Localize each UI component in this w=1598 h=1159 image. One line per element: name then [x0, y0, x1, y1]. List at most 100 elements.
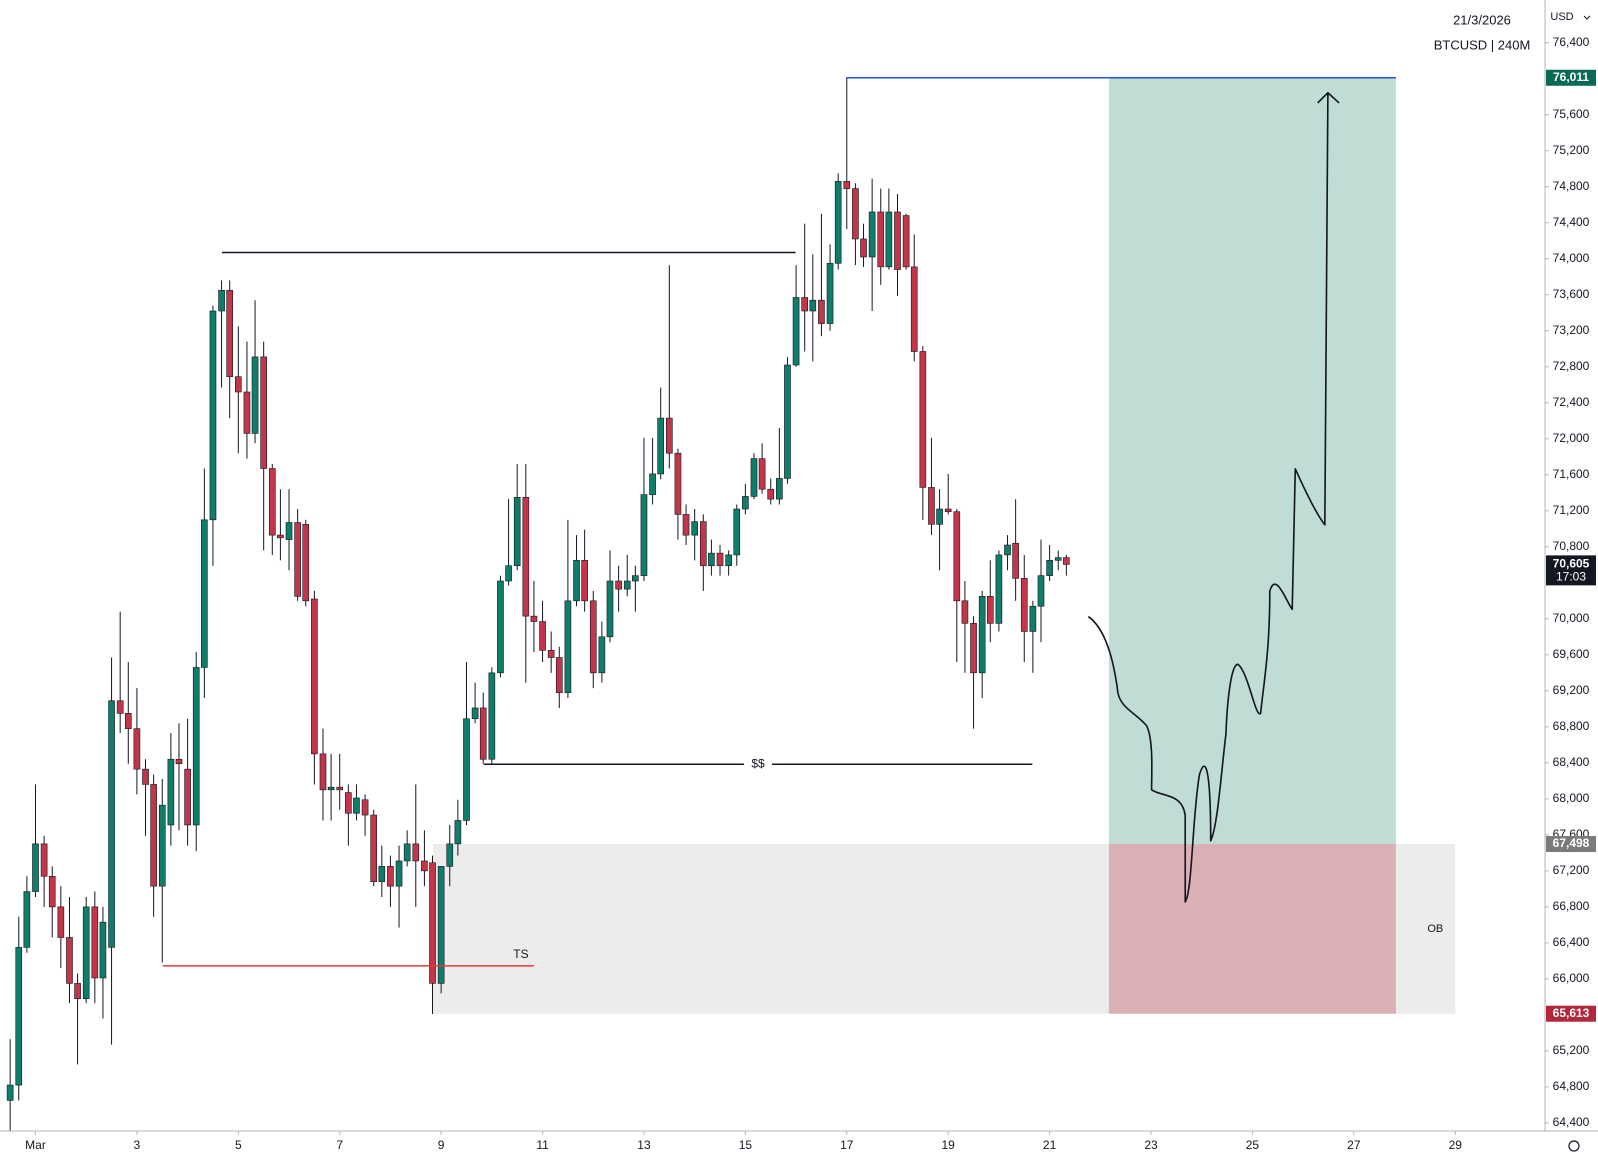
countdown-label: 17:03 — [1556, 570, 1586, 584]
candle-body — [691, 521, 698, 536]
candle-body — [682, 514, 690, 536]
date-label: 21/3/2026 — [1453, 12, 1511, 27]
y-tick-label: 74,800 — [1553, 179, 1590, 193]
currency-button[interactable]: USD — [1550, 11, 1573, 23]
candle-body — [1037, 575, 1045, 607]
candle-body — [978, 596, 986, 674]
candle-body — [834, 181, 842, 264]
zone-label: OB — [1427, 923, 1443, 935]
candle-body — [209, 310, 217, 521]
x-tick-label: 5 — [235, 1138, 242, 1152]
candle-body — [564, 600, 572, 693]
candle-body — [268, 468, 276, 536]
candle-body — [234, 376, 242, 393]
y-tick-label: 72,400 — [1553, 395, 1590, 409]
candle-body — [378, 866, 386, 882]
candle-body — [615, 580, 622, 590]
price-tag-label: 76,011 — [1553, 70, 1589, 84]
candle-body — [251, 356, 259, 434]
candle-body — [345, 792, 352, 814]
settings-icon[interactable] — [1568, 1140, 1580, 1152]
x-tick-label: 21 — [1043, 1138, 1057, 1152]
candle-body — [319, 753, 327, 791]
candle-body — [513, 497, 521, 567]
candle-body — [640, 494, 648, 576]
x-tick-label: 3 — [134, 1138, 141, 1152]
candle-body — [66, 937, 73, 984]
candle-body — [184, 768, 191, 826]
y-tick-label: 68,800 — [1553, 719, 1590, 733]
candle-body — [868, 211, 876, 258]
candle-body — [919, 351, 927, 488]
candle-body — [733, 508, 741, 556]
y-tick-label: 70,000 — [1553, 611, 1590, 625]
candle-body — [716, 552, 724, 567]
candle-body — [944, 508, 952, 513]
candle-body — [581, 560, 588, 602]
candle-body — [99, 921, 107, 979]
candle-body — [446, 843, 454, 867]
x-tick-label: Mar — [25, 1138, 46, 1152]
candle-body — [133, 728, 141, 770]
level-label: $$ — [751, 756, 765, 770]
candle-body — [167, 758, 175, 826]
candle-body — [598, 636, 606, 674]
y-tick-label: 64,400 — [1553, 1115, 1590, 1129]
candle-body — [108, 700, 115, 948]
candle-body — [910, 266, 918, 352]
candle-body — [928, 487, 935, 525]
candle-body — [547, 650, 555, 658]
candle-body — [437, 866, 445, 984]
candle-body — [403, 843, 411, 862]
y-tick-label: 73,200 — [1553, 323, 1590, 337]
candle-body — [150, 784, 157, 887]
y-tick-label: 69,200 — [1553, 683, 1590, 697]
candle-body — [623, 580, 631, 590]
price-tag — [1546, 1005, 1596, 1022]
candle-body — [124, 713, 132, 729]
candle-body — [852, 188, 859, 240]
candle-body — [708, 552, 715, 567]
candle-body — [387, 866, 394, 887]
x-tick-label: 23 — [1144, 1138, 1158, 1152]
candle-body — [226, 289, 234, 377]
candle-body — [1054, 557, 1062, 561]
candle-body — [902, 215, 910, 268]
label-gap — [744, 760, 773, 769]
y-tick-label: 66,800 — [1553, 899, 1590, 913]
candle-body — [801, 297, 809, 312]
candle-body — [589, 600, 597, 674]
candle-body — [91, 906, 99, 979]
candle-body — [877, 211, 885, 268]
candle-body — [826, 262, 834, 324]
y-tick-label: 71,600 — [1553, 467, 1590, 481]
candle-body — [277, 534, 284, 539]
projection-arrow — [1087, 91, 1340, 903]
candle-body — [327, 786, 335, 791]
candle-body — [961, 600, 969, 624]
candle-body — [192, 667, 200, 826]
candle-body — [1020, 578, 1028, 632]
currency-chevron[interactable] — [1583, 15, 1591, 20]
candle-body — [302, 524, 310, 602]
candle-body — [82, 906, 90, 999]
candle-body — [970, 623, 977, 674]
candle-body — [784, 364, 791, 479]
candle-body — [894, 211, 901, 270]
candle-body — [294, 522, 301, 597]
candle-body — [986, 596, 994, 624]
candle-body — [776, 478, 783, 500]
candle-body — [175, 758, 183, 765]
y-tick-label: 74,000 — [1553, 251, 1590, 265]
candle-body — [23, 891, 31, 948]
candle-body — [649, 473, 656, 495]
profit-zone — [1108, 77, 1396, 845]
price-tag-label: 65,613 — [1553, 1006, 1590, 1020]
candle-body — [395, 860, 403, 887]
candle-body — [421, 860, 428, 872]
candle-body — [158, 804, 166, 887]
y-tick-label: 70,800 — [1553, 539, 1590, 553]
candle-body — [6, 1084, 14, 1101]
candle-body — [860, 238, 867, 258]
candle-body — [463, 718, 470, 821]
